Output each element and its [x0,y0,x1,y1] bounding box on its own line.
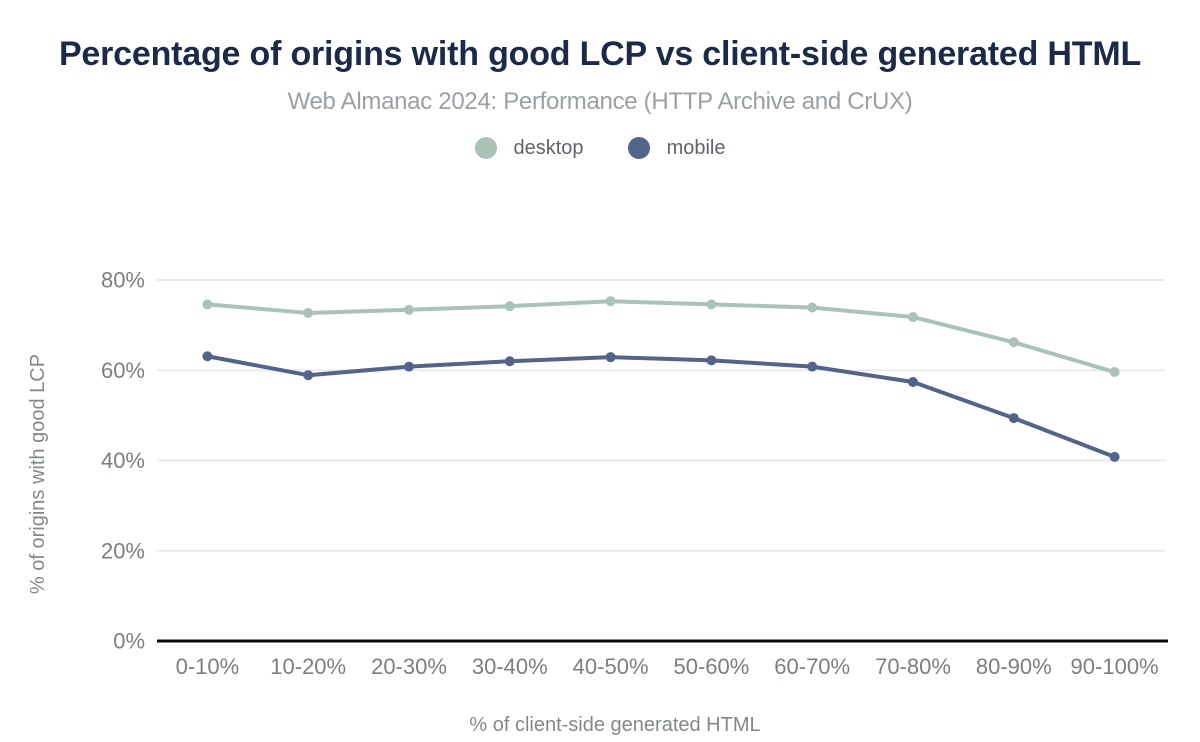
data-point-mobile [908,376,918,387]
data-point-desktop [1109,367,1120,378]
x-tick-label: 20-30% [371,654,447,679]
y-tick-label: 60% [101,358,145,383]
series-line-mobile [205,354,1117,459]
legend-swatch-desktop [474,137,497,160]
y-axis-title: % of origins with good LCP [27,354,49,594]
data-point-mobile [202,351,213,362]
x-tick-label: 30-40% [472,654,548,679]
data-point-mobile [404,361,414,372]
chart-subtitle: Web Almanac 2024: Performance (HTTP Arch… [287,87,913,115]
data-point-mobile [303,370,314,381]
series-line-desktop [205,299,1117,375]
y-tick-label: 20% [101,538,145,563]
legend-swatch-mobile [627,137,650,160]
x-tick-label: 0-10% [176,654,240,679]
x-tick-label: 40-50% [573,654,649,679]
data-point-mobile [706,355,717,366]
data-point-desktop [303,307,314,318]
data-point-mobile [807,361,818,372]
chart-title: Percentage of origins with good LCP vs c… [58,35,1142,73]
x-tick-label: 90-100% [1071,654,1159,679]
x-tick-label: 60-70% [774,654,850,679]
data-point-desktop [706,299,717,310]
x-tick-label: 50-60% [673,654,749,679]
data-point-desktop [908,312,918,323]
data-point-mobile [1109,451,1120,462]
data-point-desktop [202,299,213,310]
x-tick-label: 80-90% [976,654,1052,679]
x-axis-title: % of client-side generated HTML [469,714,760,736]
legend-item-desktop[interactable]: desktop [474,136,584,160]
data-point-desktop [404,304,414,315]
data-point-desktop [807,302,818,313]
data-point-desktop [605,296,616,307]
chart-legend: desktop mobile [0,137,1200,160]
legend-item-mobile[interactable]: mobile [627,136,726,160]
y-tick-label: 0% [113,629,145,654]
y-tick-label: 40% [101,448,145,473]
legend-label-mobile: mobile [666,136,726,159]
data-point-mobile [504,356,515,367]
data-point-mobile [605,352,616,363]
y-tick-label: 80% [101,268,145,293]
legend-label-desktop: desktop [513,136,584,159]
x-tick-label: 10-20% [270,654,346,679]
data-point-desktop [504,301,515,312]
x-tick-label: 70-80% [875,654,951,679]
data-point-desktop [1008,337,1019,348]
data-point-mobile [1008,413,1019,424]
